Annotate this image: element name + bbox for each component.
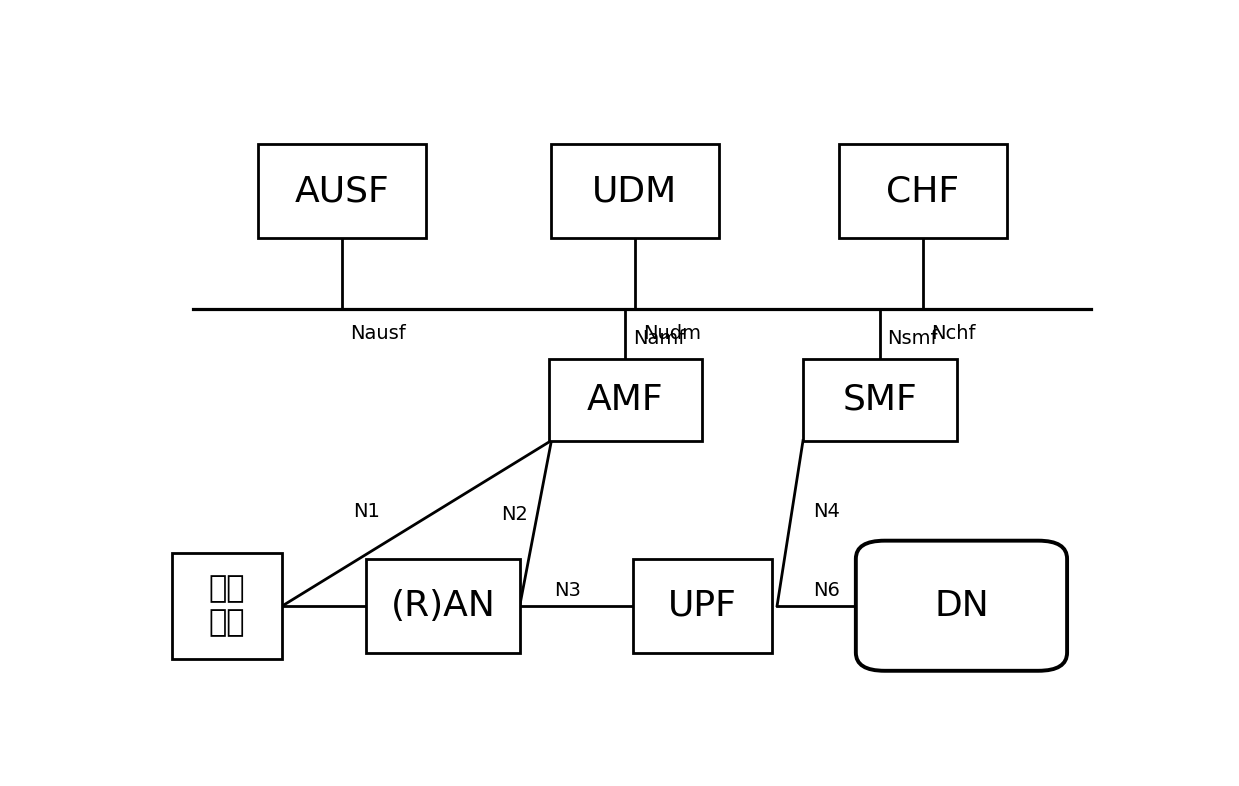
Text: N2: N2 [502,505,528,524]
Text: N4: N4 [814,502,840,521]
Text: SMF: SMF [843,383,917,417]
Bar [258,145,426,238]
Text: Nchf: Nchf [930,325,975,343]
Text: (R)AN: (R)AN [390,589,496,623]
Text: AMF: AMF [587,383,664,417]
Bar [633,559,772,652]
Text: Nausf: Nausf [349,325,405,343]
Bar [172,553,282,659]
Text: 用户
设备: 用户 设备 [208,575,245,637]
Text: N3: N3 [554,581,581,600]
Bar [367,559,520,652]
Text: UPF: UPF [668,589,737,623]
Text: UDM: UDM [592,174,678,208]
Text: CHF: CHF [886,174,960,208]
Text: Nudm: Nudm [643,325,701,343]
FancyBboxPatch shape [856,541,1067,670]
Bar [551,145,719,238]
Bar [803,359,957,441]
Text: N1: N1 [353,502,379,521]
Text: DN: DN [934,589,989,623]
Text: AUSF: AUSF [295,174,389,208]
Bar [549,359,703,441]
Text: N6: N6 [814,581,840,600]
Bar [839,145,1007,238]
Text: Namf: Namf [633,329,685,348]
Text: Nsmf: Nsmf [887,329,938,348]
